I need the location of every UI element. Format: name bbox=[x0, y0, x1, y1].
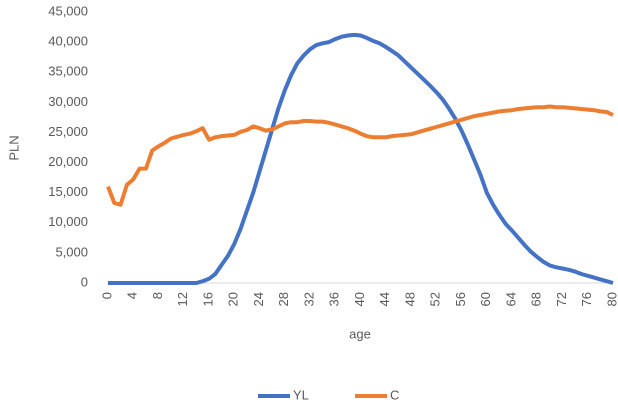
x-tick-label: 40 bbox=[352, 292, 367, 306]
x-tick-label: 48 bbox=[402, 292, 417, 306]
y-tick-label: 30,000 bbox=[48, 94, 88, 109]
x-tick-label: 16 bbox=[200, 292, 215, 306]
x-tick-label: 68 bbox=[529, 292, 544, 306]
series-line bbox=[108, 32, 614, 285]
x-tick-label: 56 bbox=[453, 292, 468, 306]
y-tick-label: 45,000 bbox=[48, 3, 88, 18]
y-tick-label: 35,000 bbox=[48, 64, 88, 79]
x-tick-label: 8 bbox=[150, 292, 165, 299]
x-tick-label: 28 bbox=[276, 292, 291, 306]
x-tick-label: 60 bbox=[478, 292, 493, 306]
x-tick-label: 20 bbox=[226, 292, 241, 306]
y-tick-label: 5,000 bbox=[55, 244, 88, 259]
legend-label: C bbox=[390, 387, 399, 402]
x-tick-label: 0 bbox=[99, 292, 114, 299]
y-tick-label: 25,000 bbox=[48, 124, 88, 139]
x-tick-label: 24 bbox=[251, 292, 266, 306]
x-tick-label: 52 bbox=[428, 292, 443, 306]
legend-label: YL bbox=[293, 387, 309, 402]
y-tick-label: 0 bbox=[81, 274, 88, 289]
x-axis-label: age bbox=[349, 326, 371, 341]
x-tick-label: 4 bbox=[125, 292, 140, 299]
x-tick-label: 64 bbox=[503, 292, 518, 306]
x-tick-label: 72 bbox=[554, 292, 569, 306]
series-line bbox=[106, 104, 614, 207]
x-tick-label: 12 bbox=[175, 292, 190, 306]
y-tick-label: 15,000 bbox=[48, 184, 88, 199]
x-tick-label: 80 bbox=[604, 292, 618, 306]
x-tick-label: 32 bbox=[301, 292, 316, 306]
y-tick-label: 20,000 bbox=[48, 154, 88, 169]
x-tick-label: 76 bbox=[579, 292, 594, 306]
y-tick-label: 40,000 bbox=[48, 34, 88, 49]
x-tick-label: 36 bbox=[327, 292, 342, 306]
x-tick-label: 44 bbox=[377, 292, 392, 306]
y-axis-label: PLN bbox=[6, 135, 21, 160]
y-tick-label: 10,000 bbox=[48, 214, 88, 229]
